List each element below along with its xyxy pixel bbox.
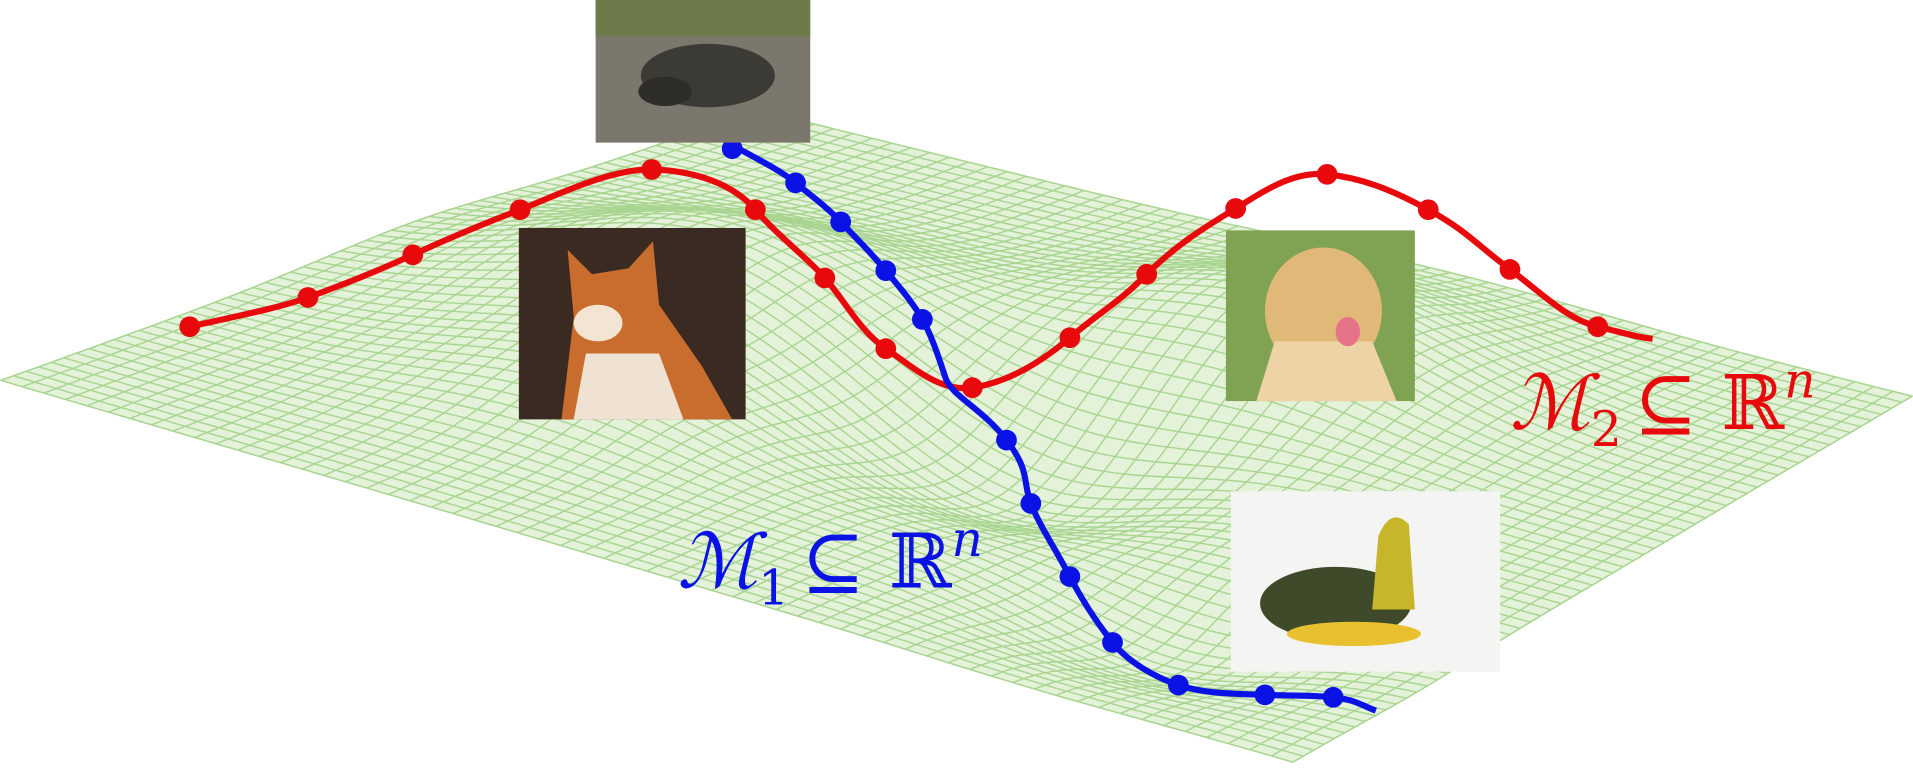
relation: ⊆ ℝ bbox=[801, 518, 952, 606]
sample-points bbox=[179, 138, 1609, 708]
manifold-2-point bbox=[1417, 199, 1439, 221]
mesh-line bbox=[1206, 376, 1836, 739]
manifold-2-point bbox=[814, 267, 836, 289]
symbol: ℳ bbox=[1510, 359, 1601, 447]
manifold-2-point bbox=[402, 244, 424, 266]
manifold-2-point bbox=[1136, 263, 1158, 285]
manifold-2-point bbox=[1225, 198, 1247, 219]
manifold-2-label: ℳ2 ⊆ ℝn bbox=[1510, 353, 1816, 458]
manifold-2-point bbox=[297, 287, 319, 308]
symbol: ℳ bbox=[677, 518, 768, 606]
superscript: n bbox=[1784, 353, 1815, 409]
surface-fill bbox=[0, 109, 1913, 763]
mesh-line bbox=[1292, 395, 1913, 763]
photo-shiba-dog bbox=[518, 227, 746, 420]
photo-golden-retriever bbox=[1225, 230, 1415, 402]
manifold-2-point bbox=[641, 159, 663, 180]
manifold-1-curve bbox=[728, 141, 1377, 714]
data-surface bbox=[0, 108, 1913, 763]
manifold-2-point bbox=[1059, 327, 1081, 349]
manifold-1-point bbox=[1254, 684, 1276, 706]
manifold-1-point bbox=[1168, 674, 1189, 696]
manifold-2-point bbox=[744, 199, 766, 221]
manifold-2-point bbox=[875, 338, 897, 360]
manifold-2-point bbox=[509, 199, 531, 221]
manifold-1-point bbox=[1102, 632, 1123, 653]
manifold-1-label: ℳ1 ⊆ ℝn bbox=[677, 512, 983, 617]
mesh-line bbox=[1249, 385, 1875, 751]
manifold-1-point bbox=[721, 138, 743, 160]
manifold-2-point bbox=[179, 316, 201, 338]
manifold-1-point bbox=[1322, 686, 1344, 708]
manifold-2-point bbox=[1499, 259, 1521, 280]
manifold-1-point bbox=[875, 260, 897, 281]
manifold-2-point bbox=[961, 377, 983, 399]
manifold-1-point bbox=[996, 429, 1017, 451]
superscript: n bbox=[952, 512, 983, 568]
mesh-line bbox=[1184, 371, 1817, 733]
photo-snapping-turtle bbox=[595, 0, 811, 143]
manifold-2-point bbox=[1587, 316, 1609, 338]
subscript: 1 bbox=[758, 561, 789, 617]
photo-slider-turtle bbox=[1230, 491, 1501, 672]
subscript: 2 bbox=[1591, 402, 1622, 458]
manifold-1-point bbox=[1020, 493, 1042, 514]
manifold-1-point bbox=[785, 172, 806, 194]
relation: ⊆ ℝ bbox=[1634, 359, 1785, 447]
manifold-2-point bbox=[1316, 163, 1338, 185]
manifold-1-point bbox=[912, 309, 933, 330]
mesh-line bbox=[1271, 390, 1894, 757]
manifold-1-point bbox=[1059, 566, 1081, 587]
manifold-1-point bbox=[830, 211, 852, 233]
